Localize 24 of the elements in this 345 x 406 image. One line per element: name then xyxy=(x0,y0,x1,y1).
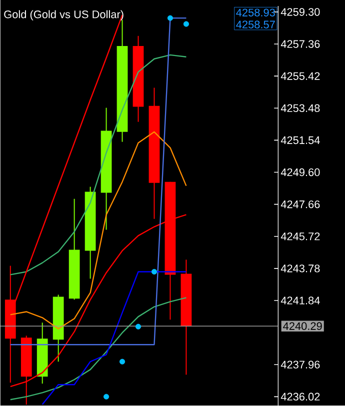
y-tick-label: 4245.72 xyxy=(280,232,320,240)
y-tick-label: 4253.48 xyxy=(280,104,320,112)
y-tick-label: 4243.78 xyxy=(280,264,320,272)
y-tick-label: 4247.66 xyxy=(280,200,320,208)
y-tick-label: 4257.36 xyxy=(280,40,320,48)
point xyxy=(167,15,174,21)
y-tick-label: 4255.42 xyxy=(280,72,320,80)
line-series xyxy=(10,297,187,400)
y-tick-label: 4251.54 xyxy=(280,136,320,144)
point xyxy=(119,358,126,364)
ref-line-label: 4240.29 xyxy=(283,322,322,330)
y-tick-label: 4241.84 xyxy=(280,296,320,304)
point xyxy=(135,324,142,330)
y-tick-label: 4259.30 xyxy=(280,8,320,16)
y-tick-label: 4237.96 xyxy=(280,360,320,368)
text: 4258.93 xyxy=(236,8,275,16)
line-series xyxy=(10,54,187,276)
point xyxy=(151,268,158,275)
chart-title: Gold (Gold vs US Dollar) xyxy=(4,10,124,20)
point xyxy=(103,394,110,400)
y-tick-label: 4249.60 xyxy=(280,168,320,176)
y-tick-label: 4236.02 xyxy=(280,392,320,401)
point xyxy=(183,21,189,27)
text: 4258.57 xyxy=(236,20,275,28)
